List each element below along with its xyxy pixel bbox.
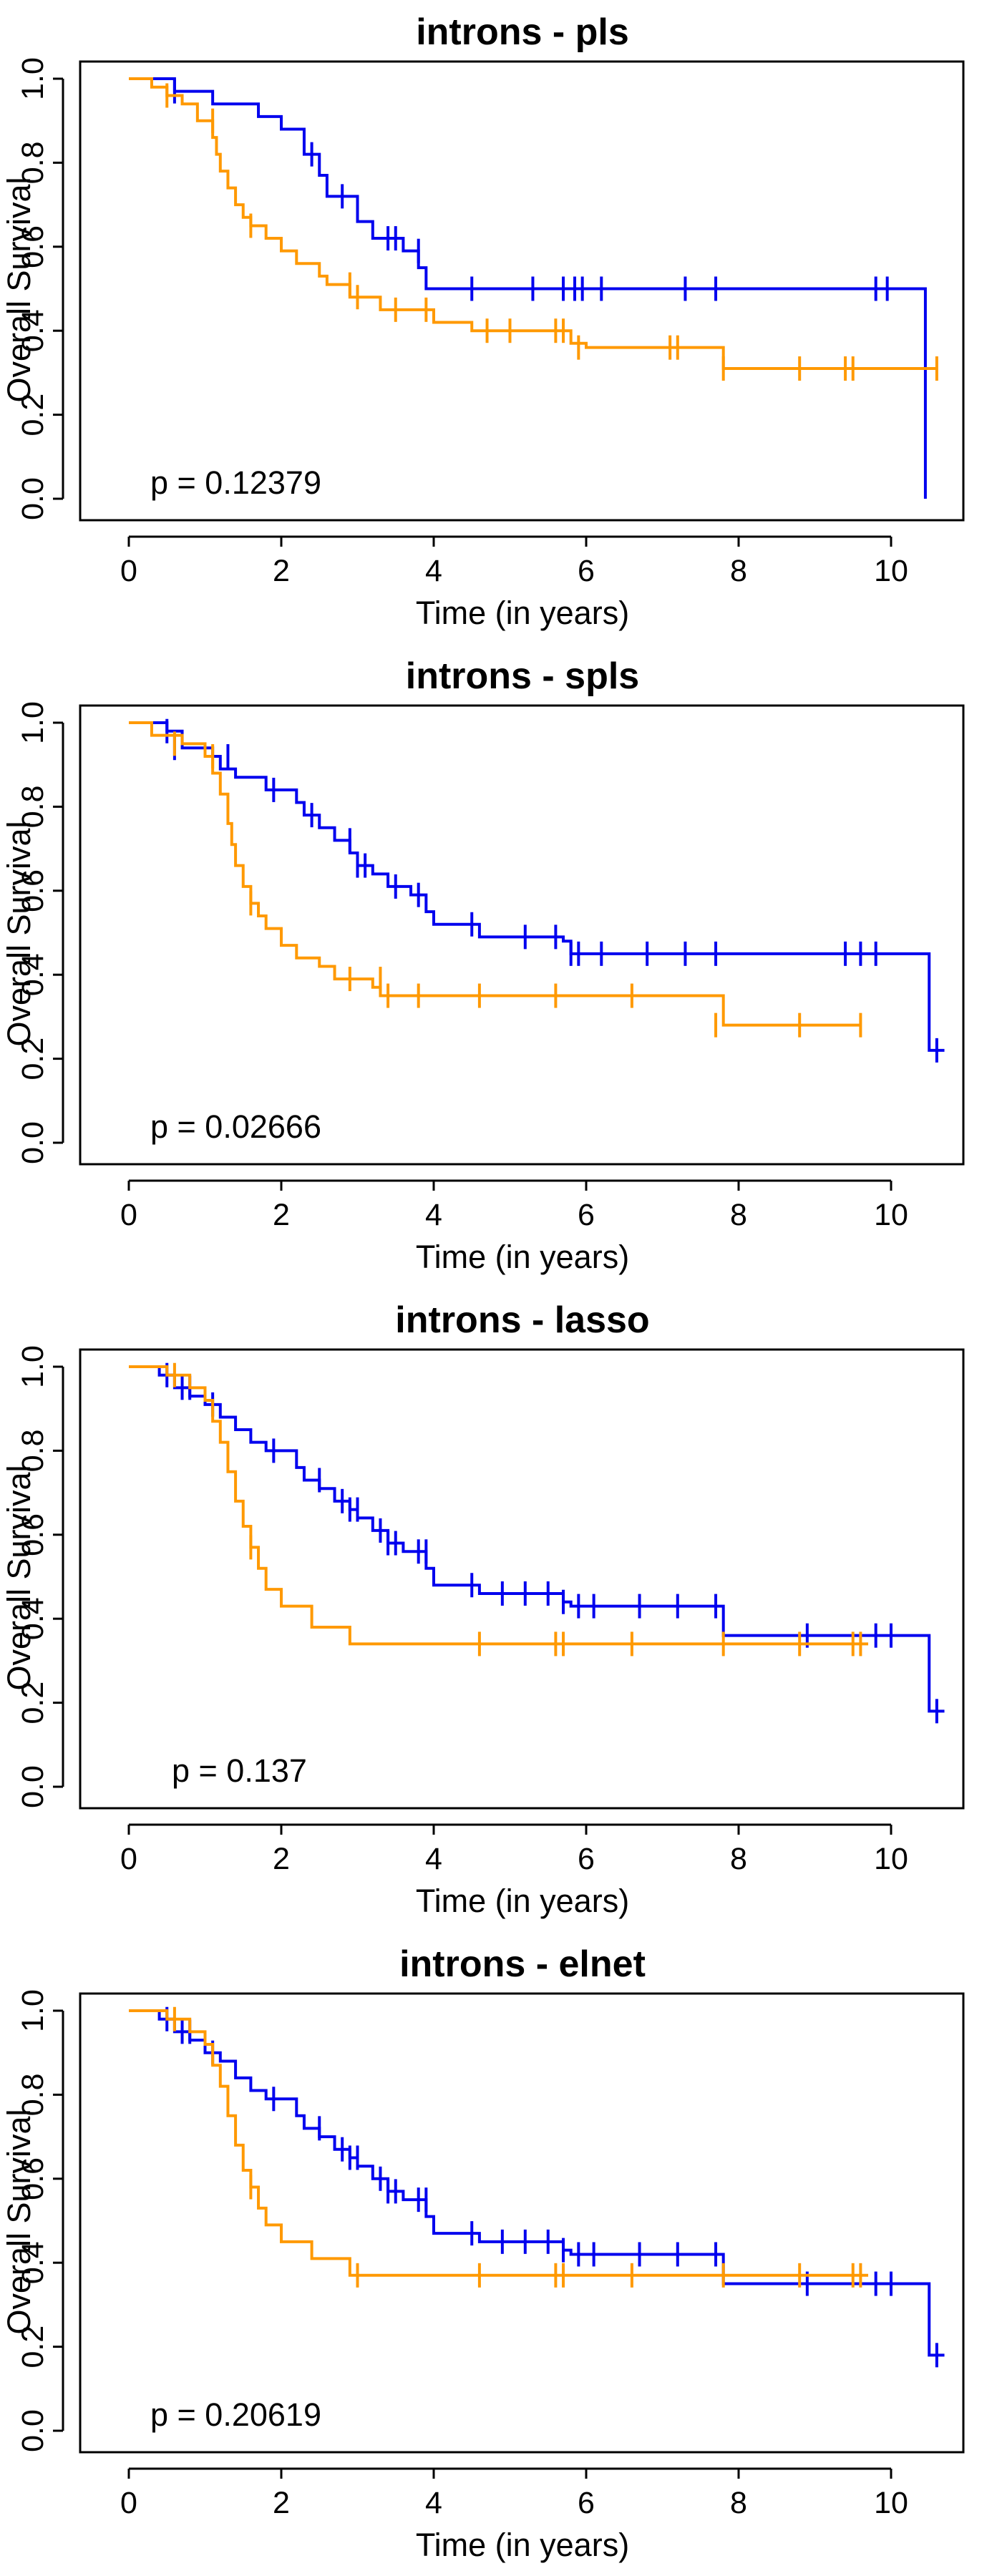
x-tick-label: 8 [730, 554, 747, 588]
y-tick-label: 0.2 [16, 2326, 50, 2368]
y-axis-label: Overall Survival [1, 821, 37, 1046]
survival-curve-orange [129, 77, 937, 371]
y-tick-label: 0.0 [16, 2409, 50, 2452]
x-tick-label: 4 [425, 2486, 442, 2520]
y-tick-label: 0.8 [16, 1430, 50, 1473]
x-tick-label: 10 [874, 1198, 908, 1232]
chart-title: introns - pls [416, 11, 629, 53]
y-tick-label: 1.0 [16, 1989, 50, 2032]
x-tick-label: 10 [874, 554, 908, 588]
x-tick-label: 0 [120, 1842, 137, 1876]
y-tick-label: 0.4 [16, 1597, 50, 1640]
x-axis-label: Time (in years) [416, 595, 629, 631]
y-axis-label: Overall Survival [1, 177, 37, 402]
survival-curve-orange [129, 1365, 869, 1646]
x-tick-label: 8 [730, 1842, 747, 1876]
x-tick-label: 0 [120, 2486, 137, 2520]
survival-curve-blue [129, 77, 927, 499]
x-tick-label: 0 [120, 554, 137, 588]
x-axis-label: Time (in years) [416, 1239, 629, 1275]
y-tick-label: 0.6 [16, 869, 50, 912]
y-tick-label: 0.6 [16, 1513, 50, 1556]
y-tick-label: 0.4 [16, 953, 50, 996]
x-tick-label: 2 [273, 554, 290, 588]
x-tick-label: 0 [120, 1198, 137, 1232]
plot-frame [79, 60, 965, 522]
plot-frame [79, 1992, 965, 2454]
x-tick-label: 2 [273, 1842, 290, 1876]
survival-panel-3: introns - lasso 0 2 4 6 8 10 Time (in years) 0.0… [1, 1299, 965, 1919]
x-tick-label: 10 [874, 2486, 908, 2520]
survival-curve-orange [129, 2009, 869, 2277]
y-tick-label: 0.2 [16, 394, 50, 436]
chart-title: introns - spls [406, 655, 639, 697]
y-tick-label: 0.6 [16, 2157, 50, 2200]
survival-panel-1: introns - pls 0 2 4 6 8 10 Time (in years) 0.0 0.… [1, 11, 965, 631]
x-tick-label: 2 [273, 2486, 290, 2520]
p-value-annotation: p = 0.20619 [150, 2396, 321, 2433]
y-tick-label: 0.4 [16, 2241, 50, 2284]
x-tick-label: 10 [874, 1842, 908, 1876]
y-axis-label: Overall Survival [1, 2109, 37, 2334]
plot-frame [79, 704, 965, 1166]
y-tick-label: 0.0 [16, 477, 50, 520]
y-tick-label: 0.8 [16, 142, 50, 185]
y-tick-label: 0.6 [16, 225, 50, 268]
p-value-annotation: p = 0.02666 [150, 1108, 321, 1145]
x-axis-label: Time (in years) [416, 2527, 629, 2563]
y-tick-label: 0.0 [16, 1765, 50, 1808]
x-tick-label: 4 [425, 1198, 442, 1232]
plot-frame [79, 1348, 965, 1810]
y-axis-label: Overall Survival [1, 1465, 37, 1690]
x-axis-label: Time (in years) [416, 1883, 629, 1919]
x-tick-label: 4 [425, 1842, 442, 1876]
y-tick-label: 1.0 [16, 57, 50, 100]
y-tick-label: 0.2 [16, 1682, 50, 1724]
chart-title: introns - lasso [395, 1299, 649, 1341]
y-tick-label: 0.0 [16, 1121, 50, 1164]
y-tick-label: 1.0 [16, 701, 50, 744]
survival-curve-orange [129, 721, 861, 1027]
x-tick-label: 8 [730, 2486, 747, 2520]
x-tick-label: 6 [578, 2486, 595, 2520]
y-tick-label: 0.2 [16, 1038, 50, 1080]
chart-title: introns - elnet [399, 1943, 646, 1985]
p-value-annotation: p = 0.12379 [150, 464, 321, 501]
x-tick-label: 4 [425, 554, 442, 588]
x-tick-label: 6 [578, 554, 595, 588]
y-tick-label: 0.8 [16, 2074, 50, 2117]
x-tick-label: 6 [578, 1198, 595, 1232]
survival-panel-4: introns - elnet 0 2 4 6 8 10 Time (in years) 0.0… [1, 1943, 965, 2563]
y-tick-label: 1.0 [16, 1345, 50, 1388]
x-tick-label: 6 [578, 1842, 595, 1876]
survival-panel-2: introns - spls 0 2 4 6 8 10 Time (in years) 0.0 0… [1, 655, 965, 1275]
y-tick-label: 0.4 [16, 309, 50, 352]
x-tick-label: 2 [273, 1198, 290, 1232]
p-value-annotation: p = 0.137 [172, 1752, 307, 1789]
x-tick-label: 8 [730, 1198, 747, 1232]
y-tick-label: 0.8 [16, 786, 50, 829]
